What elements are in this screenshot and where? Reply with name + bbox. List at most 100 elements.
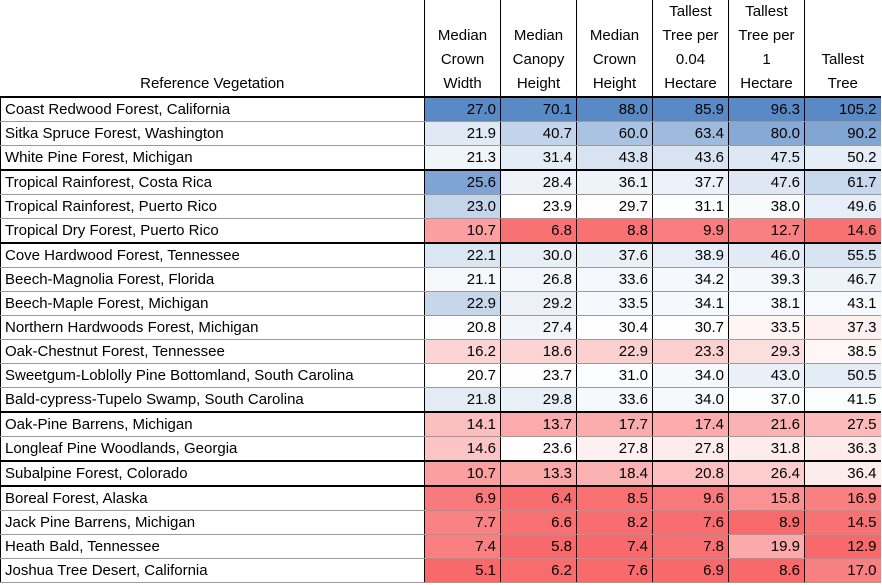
value-cell[interactable]: 7.4	[424, 534, 501, 559]
value-cell[interactable]: 43.0	[728, 363, 805, 388]
value-cell[interactable]: 21.6	[728, 412, 805, 437]
vegetation-name-cell[interactable]: Northern Hardwoods Forest, Michigan	[0, 315, 425, 340]
value-cell[interactable]: 14.5	[804, 510, 881, 535]
value-cell[interactable]: 20.8	[424, 315, 501, 340]
value-cell[interactable]: 38.1	[728, 291, 805, 316]
vegetation-name-cell[interactable]: Boreal Forest, Alaska	[0, 486, 425, 511]
value-cell[interactable]: 14.6	[804, 218, 881, 244]
value-cell[interactable]: 33.6	[576, 267, 653, 292]
value-cell[interactable]: 31.4	[500, 145, 577, 171]
value-cell[interactable]: 20.8	[652, 461, 729, 487]
value-cell[interactable]: 29.2	[500, 291, 577, 316]
vegetation-name-cell[interactable]: Oak-Chestnut Forest, Tennessee	[0, 339, 425, 364]
value-cell[interactable]: 9.6	[652, 486, 729, 511]
value-cell[interactable]: 7.7	[424, 510, 501, 535]
table-row[interactable]: White Pine Forest, Michigan 21.3 31.4 43.8 4…	[0, 145, 881, 171]
value-cell[interactable]: 37.3	[804, 315, 881, 340]
value-cell[interactable]: 14.1	[424, 412, 501, 437]
value-cell[interactable]: 96.3	[728, 97, 805, 122]
value-cell[interactable]: 7.6	[576, 558, 653, 583]
table-row[interactable]: Oak-Pine Barrens, Michigan 14.1 13.7 17.7 17…	[0, 412, 881, 437]
table-row[interactable]: Longleaf Pine Woodlands, Georgia 14.6 23.6…	[0, 436, 881, 462]
table-row[interactable]: Jack Pine Barrens, Michigan 7.7 6.6 8.2 7.6 8…	[0, 510, 881, 535]
value-cell[interactable]: 20.7	[424, 363, 501, 388]
vegetation-name-cell[interactable]: Tropical Rainforest, Costa Rica	[0, 170, 425, 195]
value-cell[interactable]: 105.2	[804, 97, 881, 122]
value-cell[interactable]: 15.8	[728, 486, 805, 511]
value-cell[interactable]: 61.7	[804, 170, 881, 195]
value-cell[interactable]: 26.8	[500, 267, 577, 292]
table-row[interactable]: Beech-Magnolia Forest, Florida 21.1 26.8 33…	[0, 267, 881, 292]
vegetation-name-cell[interactable]: Sitka Spruce Forest, Washington	[0, 121, 425, 146]
value-cell[interactable]: 26.4	[728, 461, 805, 487]
value-cell[interactable]: 23.7	[500, 363, 577, 388]
table-row[interactable]: Bald-cypress-Tupelo Swamp, South Carolin…	[0, 387, 881, 413]
table-row[interactable]: Sitka Spruce Forest, Washington 21.9 40.7 6…	[0, 121, 881, 146]
value-cell[interactable]: 46.0	[728, 243, 805, 268]
table-row[interactable]: Cove Hardwood Forest, Tennessee 22.1 30.0 3…	[0, 243, 881, 268]
value-cell[interactable]: 37.7	[652, 170, 729, 195]
value-cell[interactable]: 6.4	[500, 486, 577, 511]
value-cell[interactable]: 29.3	[728, 339, 805, 364]
value-cell[interactable]: 22.9	[424, 291, 501, 316]
value-cell[interactable]: 13.7	[500, 412, 577, 437]
value-cell[interactable]: 21.3	[424, 145, 501, 171]
value-cell[interactable]: 12.7	[728, 218, 805, 244]
value-cell[interactable]: 47.5	[728, 145, 805, 171]
value-cell[interactable]: 38.5	[804, 339, 881, 364]
value-cell[interactable]: 50.5	[804, 363, 881, 388]
vegetation-name-cell[interactable]: Tropical Dry Forest, Puerto Rico	[0, 218, 425, 244]
value-cell[interactable]: 16.2	[424, 339, 501, 364]
value-cell[interactable]: 7.6	[652, 510, 729, 535]
value-cell[interactable]: 13.3	[500, 461, 577, 487]
vegetation-name-cell[interactable]: Beech-Maple Forest, Michigan	[0, 291, 425, 316]
value-cell[interactable]: 12.9	[804, 534, 881, 559]
value-cell[interactable]: 38.0	[728, 194, 805, 219]
vegetation-name-cell[interactable]: White Pine Forest, Michigan	[0, 145, 425, 171]
value-cell[interactable]: 27.8	[576, 436, 653, 462]
value-cell[interactable]: 33.5	[576, 291, 653, 316]
value-cell[interactable]: 31.0	[576, 363, 653, 388]
vegetation-name-cell[interactable]: Cove Hardwood Forest, Tennessee	[0, 243, 425, 268]
value-cell[interactable]: 27.8	[652, 436, 729, 462]
value-cell[interactable]: 17.0	[804, 558, 881, 583]
value-cell[interactable]: 8.5	[576, 486, 653, 511]
column-header-reference-vegetation[interactable]: Reference Vegetation	[0, 0, 425, 98]
value-cell[interactable]: 18.6	[500, 339, 577, 364]
value-cell[interactable]: 55.5	[804, 243, 881, 268]
value-cell[interactable]: 23.0	[424, 194, 501, 219]
value-cell[interactable]: 18.4	[576, 461, 653, 487]
value-cell[interactable]: 34.1	[652, 291, 729, 316]
value-cell[interactable]: 22.1	[424, 243, 501, 268]
column-header-6[interactable]: Tallest Tree	[804, 0, 881, 98]
value-cell[interactable]: 47.6	[728, 170, 805, 195]
vegetation-name-cell[interactable]: Heath Bald, Tennessee	[0, 534, 425, 559]
vegetation-name-cell[interactable]: Jack Pine Barrens, Michigan	[0, 510, 425, 535]
value-cell[interactable]: 17.4	[652, 412, 729, 437]
value-cell[interactable]: 30.4	[576, 315, 653, 340]
value-cell[interactable]: 6.9	[424, 486, 501, 511]
value-cell[interactable]: 7.4	[576, 534, 653, 559]
table-row[interactable]: Heath Bald, Tennessee 7.4 5.8 7.4 7.8 19.9 12.…	[0, 534, 881, 559]
value-cell[interactable]: 37.0	[728, 387, 805, 413]
value-cell[interactable]: 36.4	[804, 461, 881, 487]
table-row[interactable]: Boreal Forest, Alaska 6.9 6.4 8.5 9.6 15.8 16.…	[0, 486, 881, 511]
value-cell[interactable]: 8.2	[576, 510, 653, 535]
value-cell[interactable]: 80.0	[728, 121, 805, 146]
value-cell[interactable]: 6.8	[500, 218, 577, 244]
value-cell[interactable]: 21.1	[424, 267, 501, 292]
table-row[interactable]: Tropical Dry Forest, Puerto Rico 10.7 6.8 8…	[0, 218, 881, 244]
value-cell[interactable]: 34.0	[652, 387, 729, 413]
value-cell[interactable]: 5.1	[424, 558, 501, 583]
vegetation-name-cell[interactable]: Tropical Rainforest, Puerto Rico	[0, 194, 425, 219]
value-cell[interactable]: 27.5	[804, 412, 881, 437]
value-cell[interactable]: 36.1	[576, 170, 653, 195]
value-cell[interactable]: 10.7	[424, 461, 501, 487]
value-cell[interactable]: 43.6	[652, 145, 729, 171]
vegetation-name-cell[interactable]: Beech-Magnolia Forest, Florida	[0, 267, 425, 292]
value-cell[interactable]: 36.3	[804, 436, 881, 462]
value-cell[interactable]: 23.3	[652, 339, 729, 364]
value-cell[interactable]: 43.8	[576, 145, 653, 171]
value-cell[interactable]: 8.9	[728, 510, 805, 535]
value-cell[interactable]: 31.8	[728, 436, 805, 462]
